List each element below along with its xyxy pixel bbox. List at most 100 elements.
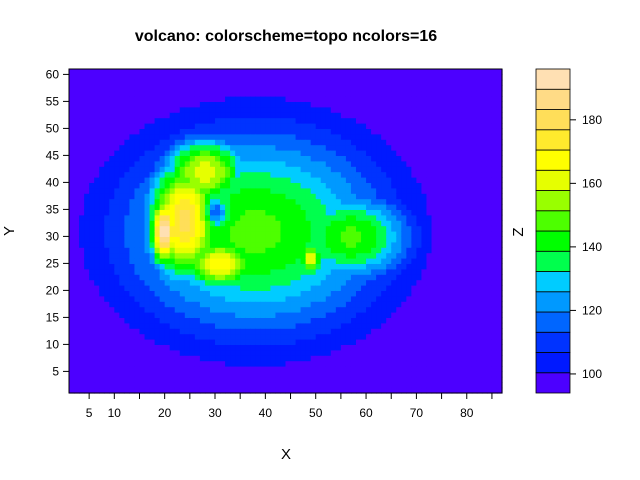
contour-cell bbox=[300, 177, 307, 183]
contour-cell bbox=[476, 349, 483, 356]
contour-cell bbox=[240, 268, 246, 275]
contour-cell bbox=[204, 382, 211, 389]
contour-cell bbox=[114, 312, 120, 318]
contour-cell bbox=[280, 349, 287, 356]
contour-cell bbox=[476, 317, 483, 324]
contour-cell bbox=[461, 96, 468, 102]
contour-cell bbox=[109, 322, 115, 329]
contour-cell bbox=[446, 301, 453, 308]
contour-cell bbox=[220, 382, 226, 389]
contour-cell bbox=[209, 106, 216, 113]
contour-cell bbox=[230, 79, 236, 86]
contour-cell bbox=[199, 133, 206, 140]
contour-cell bbox=[84, 279, 90, 286]
contour-cell bbox=[285, 285, 292, 291]
contour-cell bbox=[154, 187, 161, 194]
contour-cell bbox=[169, 225, 176, 232]
contour-cell bbox=[406, 117, 412, 124]
contour-cell bbox=[300, 382, 307, 389]
contour-cell bbox=[421, 301, 428, 308]
contour-cell bbox=[315, 96, 322, 102]
contour-cell bbox=[456, 360, 463, 367]
contour-cell bbox=[290, 160, 297, 167]
contour-cell bbox=[250, 96, 256, 102]
contour-cell bbox=[179, 160, 186, 167]
contour-cell bbox=[355, 198, 362, 205]
contour-cell bbox=[391, 387, 397, 394]
contour-cell bbox=[381, 160, 387, 167]
contour-cell bbox=[436, 69, 443, 75]
contour-cell bbox=[461, 355, 468, 362]
contour-cell bbox=[466, 247, 473, 254]
contour-cell bbox=[79, 339, 85, 345]
contour-cell bbox=[350, 382, 357, 389]
contour-cell bbox=[396, 193, 402, 200]
contour-cell bbox=[199, 295, 206, 302]
contour-cell bbox=[204, 285, 211, 291]
contour-cell bbox=[225, 193, 231, 200]
contour-cell bbox=[104, 177, 110, 183]
contour-cell bbox=[134, 306, 141, 313]
contour-cell bbox=[355, 274, 362, 281]
contour-cell bbox=[119, 247, 125, 254]
contour-cell bbox=[305, 155, 312, 162]
contour-cell bbox=[376, 204, 382, 210]
contour-cell bbox=[240, 376, 246, 383]
contour-cell bbox=[355, 268, 362, 275]
contour-cell bbox=[401, 79, 407, 86]
contour-cell bbox=[164, 344, 171, 351]
contour-cell bbox=[104, 150, 110, 156]
contour-cell bbox=[366, 133, 372, 140]
contour-cell bbox=[265, 322, 271, 329]
contour-cell bbox=[174, 371, 181, 378]
contour-cell bbox=[255, 285, 261, 291]
contour-cell bbox=[114, 209, 120, 216]
contour-cell bbox=[325, 339, 332, 345]
contour-cell bbox=[220, 112, 226, 119]
contour-cell bbox=[134, 279, 141, 286]
contour-plot-area bbox=[69, 69, 503, 394]
contour-cell bbox=[295, 285, 302, 291]
contour-cell bbox=[350, 214, 357, 221]
contour-cell bbox=[456, 198, 463, 205]
contour-cell bbox=[265, 209, 271, 216]
contour-cell bbox=[104, 312, 110, 318]
contour-cell bbox=[366, 371, 372, 378]
contour-cell bbox=[189, 133, 196, 140]
contour-cell bbox=[481, 90, 488, 97]
contour-cell bbox=[330, 101, 337, 108]
contour-cell bbox=[164, 166, 171, 173]
contour-cell bbox=[114, 339, 120, 345]
contour-cell bbox=[179, 371, 186, 378]
contour-cell bbox=[436, 268, 443, 275]
contour-cell bbox=[255, 160, 261, 167]
contour-cell bbox=[159, 204, 166, 210]
contour-cell bbox=[426, 209, 433, 216]
contour-cell bbox=[416, 74, 423, 81]
contour-cell bbox=[386, 79, 392, 86]
contour-cell bbox=[481, 349, 488, 356]
contour-cell bbox=[280, 198, 287, 205]
contour-cell bbox=[471, 139, 478, 146]
contour-cell bbox=[260, 279, 266, 286]
contour-cell bbox=[194, 177, 201, 183]
contour-cell bbox=[270, 112, 277, 119]
contour-cell bbox=[381, 128, 387, 135]
contour-cell bbox=[350, 128, 357, 135]
contour-cell bbox=[84, 371, 90, 378]
contour-cell bbox=[84, 128, 90, 135]
contour-cell bbox=[290, 204, 297, 210]
contour-cell bbox=[215, 258, 221, 264]
contour-cell bbox=[481, 166, 488, 173]
contour-cell bbox=[240, 90, 246, 97]
contour-cell bbox=[431, 128, 438, 135]
contour-cell bbox=[215, 285, 221, 291]
contour-cell bbox=[189, 139, 196, 146]
contour-cell bbox=[209, 247, 216, 254]
contour-cell bbox=[381, 317, 387, 324]
contour-cell bbox=[174, 150, 181, 156]
contour-cell bbox=[74, 387, 80, 394]
contour-cell bbox=[310, 328, 317, 335]
contour-cell bbox=[386, 117, 392, 124]
contour-cell bbox=[436, 252, 443, 259]
